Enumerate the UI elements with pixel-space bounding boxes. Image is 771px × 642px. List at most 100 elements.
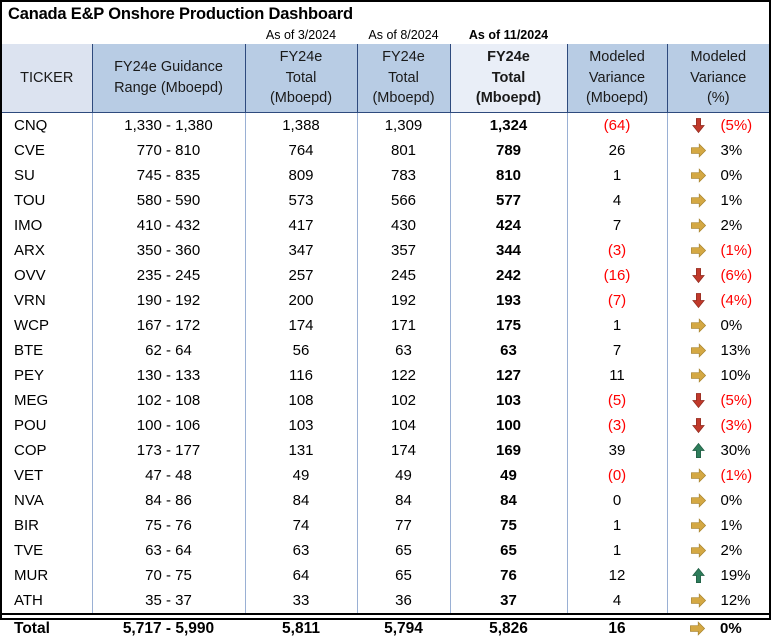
cell-total-aug: 245 <box>356 262 451 288</box>
cell-guidance-range: 1,330 - 1,380 <box>91 112 246 138</box>
cell-total-mar: 200 <box>244 287 358 313</box>
col-header-total-mar-line-3: (Mboepd) <box>269 90 333 107</box>
variance-pct-wrap: 0% <box>668 488 770 513</box>
cell-total-nov: 424 <box>449 212 568 238</box>
col-header-guidance-range[interactable]: FY24e Guidance Range (Mboepd) <box>91 44 246 113</box>
cell-total-aug: 77 <box>356 512 451 538</box>
col-header-total-aug-line-2: Total <box>388 69 419 86</box>
cell-total-mar: 108 <box>244 387 358 413</box>
col-header-total-aug-line-1: FY24e <box>382 49 425 65</box>
cell-total-nov: 37 <box>449 587 568 614</box>
variance-pct-value: 0% <box>720 491 743 509</box>
variance-pct-wrap: 0% <box>667 616 769 641</box>
variance-pct-value: 2% <box>720 216 743 234</box>
variance-pct-wrap: (6%) <box>668 263 770 288</box>
cell-guidance-range: 35 - 37 <box>91 587 246 614</box>
cell-variance-pct: 3% <box>666 137 769 163</box>
cell-total-nov: 49 <box>449 462 568 488</box>
cell-variance-abs: 4 <box>566 187 668 213</box>
col-header-ticker[interactable]: TICKER <box>2 44 93 113</box>
arrow-down-icon <box>691 267 705 283</box>
cell-total-nov: 175 <box>449 312 568 338</box>
col-header-total-mar-line-2: Total <box>285 69 317 86</box>
cell-ticker: BIR <box>2 512 93 538</box>
table-row-total: Total 5,717 - 5,990 5,811 5,794 5,826 16 0% <box>2 612 769 642</box>
table-row: POU 100 - 106 103 104 100 (3) (3%) <box>2 412 770 438</box>
cell-total-mar: 84 <box>244 487 358 513</box>
cell-variance-pct: 19% <box>666 562 769 588</box>
cell-variance-abs: 12 <box>566 562 668 588</box>
cell-total-mar: 131 <box>244 437 358 463</box>
cell-ticker: TOU <box>2 187 93 213</box>
cell-variance-abs: (3) <box>566 237 668 263</box>
col-header-total-aug[interactable]: FY24e Total (Mboepd) <box>356 44 451 113</box>
cell-variance-pct: 12% <box>666 587 770 614</box>
arrow-up-icon <box>691 567 705 583</box>
variance-pct-wrap: 0% <box>668 163 770 188</box>
table-row: WCP 167 - 172 174 171 175 1 0% <box>2 312 769 338</box>
cell-variance-abs: 0 <box>566 487 668 513</box>
table-row: CVE 770 - 810 764 801 789 26 3% <box>2 137 769 163</box>
variance-pct-wrap: 13% <box>668 338 770 363</box>
variance-pct-value: (1%) <box>720 241 753 259</box>
variance-pct-value: (6%) <box>720 266 753 284</box>
cell-variance-pct: 1% <box>666 187 769 213</box>
arrow-right-icon <box>690 193 706 208</box>
cell-guidance-range: 770 - 810 <box>91 137 246 163</box>
variance-pct-wrap: 12% <box>668 588 770 613</box>
cell-guidance-range: 167 - 172 <box>91 312 246 338</box>
col-header-variance-pct[interactable]: Modeled Variance (%) <box>666 44 769 113</box>
table-row: COP 173 - 177 131 174 169 39 30% <box>2 437 769 463</box>
cell-total-aug: 49 <box>356 462 451 488</box>
cell-variance-pct: 0% <box>667 612 769 642</box>
table-row: ATH 35 - 37 33 36 37 4 12% <box>2 587 770 614</box>
col-header-total-mar[interactable]: FY24e Total (Mboepd) <box>244 44 358 113</box>
arrow-right-icon <box>690 243 706 258</box>
cell-guidance-range: 102 - 108 <box>91 387 246 413</box>
table-row: VRN 190 - 192 200 192 193 (7) (4%) <box>2 287 769 313</box>
col-header-ticker-line-1: TICKER <box>20 69 74 86</box>
cell-total-mar: 33 <box>244 587 358 614</box>
variance-pct-wrap: (3%) <box>668 413 770 438</box>
variance-pct-value: (4%) <box>720 291 753 309</box>
production-table: TICKER FY24e Guidance Range (Mboepd) FY2… <box>2 44 769 642</box>
cell-variance-pct: (1%) <box>666 462 769 488</box>
variance-pct-value: 1% <box>720 191 743 209</box>
cell-ticker: WCP <box>2 312 93 338</box>
cell-guidance-range: 62 - 64 <box>91 337 246 363</box>
cell-guidance-range: 63 - 64 <box>91 537 246 563</box>
table-row: PEY 130 - 133 116 122 127 11 10% <box>2 362 770 388</box>
cell-total-mar: 49 <box>244 462 358 488</box>
cell-total-aug: 801 <box>356 137 451 163</box>
page-title: Canada E&P Onshore Production Dashboard <box>8 4 353 23</box>
cell-total-mar: 573 <box>244 187 358 213</box>
cell-variance-abs: (3) <box>566 412 668 438</box>
cell-ticker: PEY <box>2 362 93 388</box>
cell-total-mar: 74 <box>244 512 358 538</box>
table-row: BTE 62 - 64 56 63 63 7 13% <box>2 337 770 363</box>
variance-pct-wrap: 2% <box>668 538 770 563</box>
cell-total-nov: 65 <box>449 537 568 563</box>
col-header-variance-abs-line-3: (Mboepd) <box>585 90 649 107</box>
col-header-variance-abs[interactable]: Modeled Variance (Mboepd) <box>566 44 668 113</box>
col-header-total-nov-line-3: (Mboepd) <box>475 90 542 107</box>
cell-total-mar: 103 <box>244 412 358 438</box>
cell-total-nov: 169 <box>449 437 568 463</box>
variance-pct-value: (1%) <box>720 466 753 484</box>
cell-variance-pct: 2% <box>666 537 770 563</box>
variance-pct-wrap: 10% <box>668 363 770 388</box>
arrow-right-icon <box>690 543 706 558</box>
cell-total-aug: 102 <box>356 387 451 413</box>
cell-ticker: NVA <box>2 487 93 513</box>
col-header-guidance-range-line-1: FY24e Guidance <box>114 59 223 76</box>
table-row: CNQ 1,330 - 1,380 1,388 1,309 1,324 (64) (5%) <box>2 112 769 138</box>
cell-total-nov: 103 <box>449 387 568 413</box>
cell-ticker: CNQ <box>2 112 93 138</box>
cell-variance-pct: (4%) <box>666 287 769 313</box>
cell-ticker: MUR <box>2 562 93 588</box>
cell-guidance-range: 745 - 835 <box>91 162 246 188</box>
as-of-label-1: As of 3/2024 <box>265 28 337 42</box>
arrow-right-icon <box>690 343 706 358</box>
col-header-total-nov[interactable]: FY24e Total (Mboepd) <box>449 44 568 113</box>
cell-guidance-range: 580 - 590 <box>91 187 246 213</box>
